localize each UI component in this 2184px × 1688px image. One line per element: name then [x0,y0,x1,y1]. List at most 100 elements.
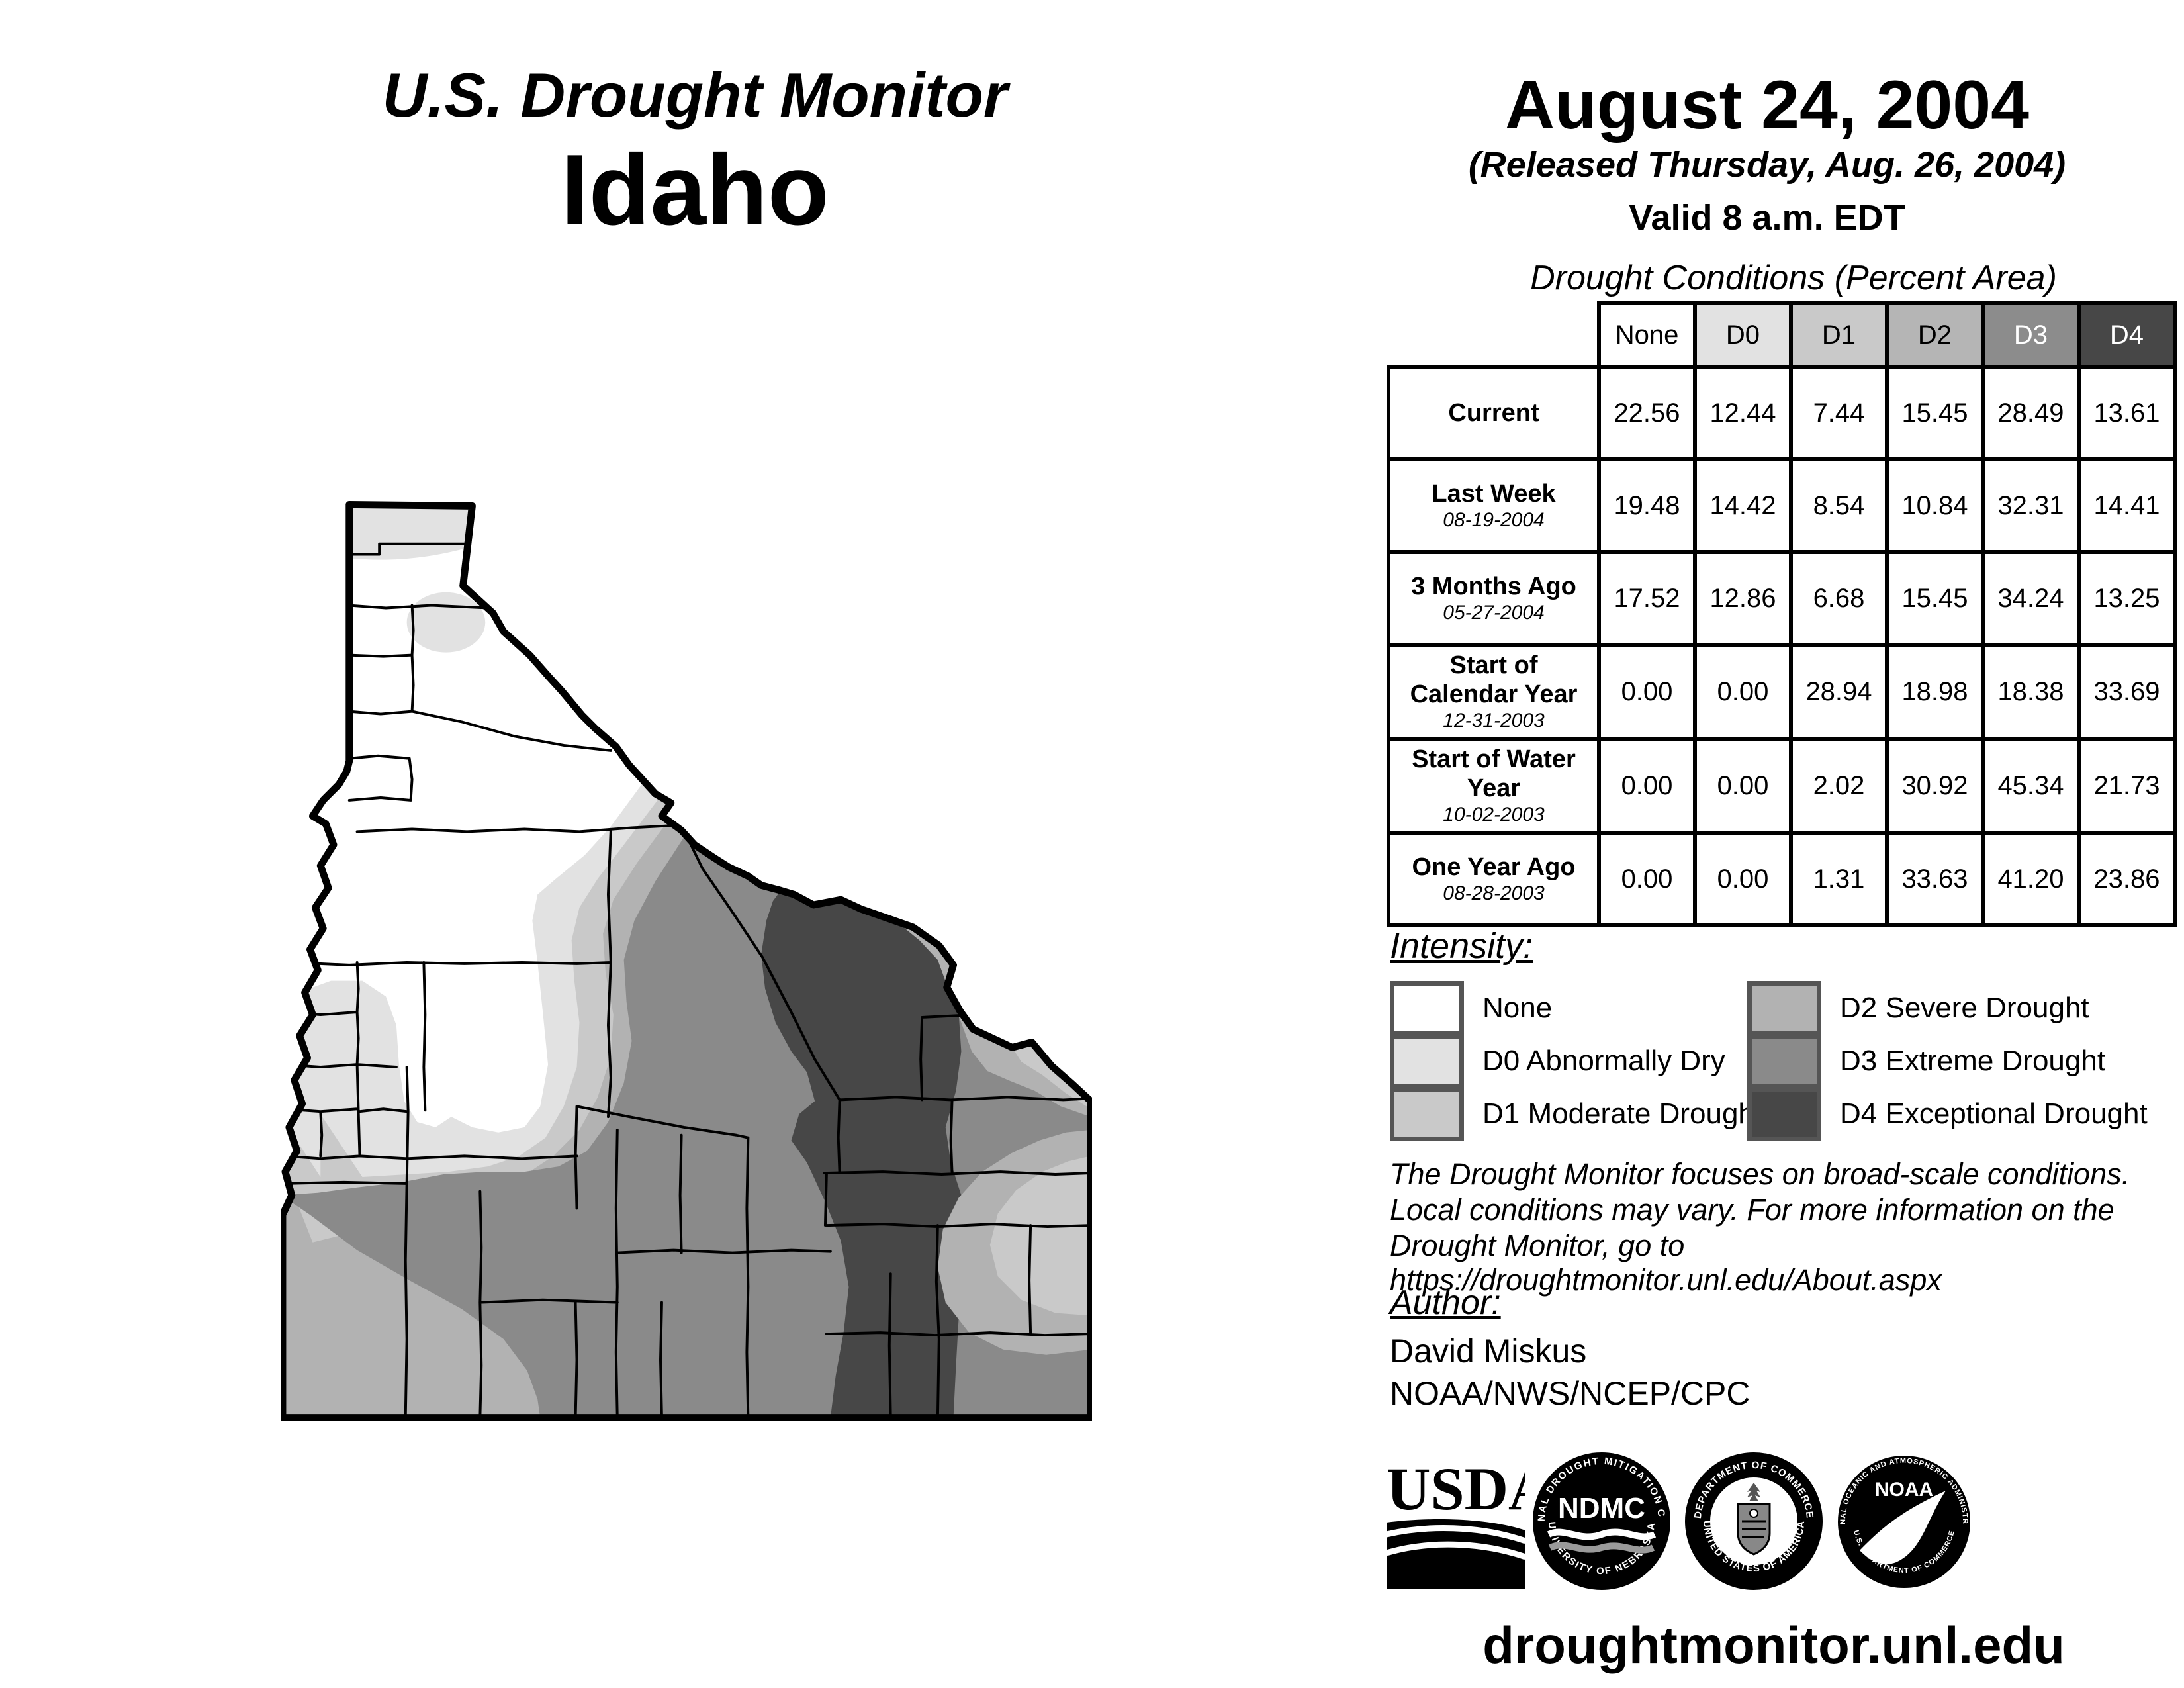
row-label: Last Week 08-19-2004 [1387,457,1601,554]
cell-value: 0.00 [1693,643,1793,741]
noaa-logo: NATIONAL OCEANIC AND ATMOSPHERIC ADMINIS… [1833,1451,1975,1593]
cell-value: 10.84 [1885,457,1985,554]
table-row: One Year Ago 08-28-2003 0.00 0.00 1.31 3… [1387,831,2177,927]
cell-value: 15.45 [1885,550,1985,647]
col-header-d1: D1 [1789,301,1889,369]
idaho-drought-map [281,305,1092,1615]
legend-swatch-d0 [1390,1034,1464,1088]
col-header-none: None [1597,301,1697,369]
cell-value: 2.02 [1789,737,1889,835]
cell-value: 33.63 [1885,831,1985,927]
commerce-eagle [1747,1483,1760,1501]
drought-conditions-table: None D0 D1 D2 D3 D4 Current 22.56 12.44 … [1387,301,2177,927]
cell-value: 0.00 [1597,737,1697,835]
col-header-d4: D4 [2077,301,2177,369]
cell-value: 34.24 [1981,550,2081,647]
page-title: U.S. Drought Monitor [382,60,1008,130]
cell-value: 41.20 [1981,831,2081,927]
row-label: One Year Ago 08-28-2003 [1387,831,1601,927]
table-header-row: None D0 D1 D2 D3 D4 [1388,301,2177,369]
author-organization: NOAA/NWS/NCEP/CPC [1390,1375,1751,1412]
row-label: Start of Calendar Year 12-31-2003 [1387,643,1601,741]
cell-value: 30.92 [1885,737,1985,835]
ndmc-circle [1533,1452,1670,1590]
website-url: droughtmonitor.unl.edu [1482,1616,2065,1674]
row-label-text: Start of Calendar Year [1410,651,1578,708]
row-label: Current [1387,365,1601,461]
cell-value: 0.00 [1693,737,1793,835]
row-label-text: Start of Water Year [1412,745,1576,802]
row-label-date: 10-02-2003 [1443,804,1545,825]
zone-d1-southeast [989,1156,1091,1316]
cell-value: 12.86 [1693,550,1793,647]
row-label-date: 08-19-2004 [1443,509,1545,531]
row-label-text: One Year Ago [1412,853,1576,881]
cell-value: 23.86 [2077,831,2177,927]
table-row: 3 Months Ago 05-27-2004 17.52 12.86 6.68… [1387,550,2177,647]
cell-value: 0.00 [1597,643,1697,741]
table-row: Start of Water Year 10-02-2003 0.00 0.00… [1387,737,2177,835]
author-heading: Author: [1390,1284,1501,1322]
cell-value: 6.68 [1789,550,1889,647]
legend-label: None [1482,992,1553,1024]
cell-value: 28.49 [1981,365,2081,461]
legend-swatch-d1 [1390,1087,1464,1141]
cell-value: 13.61 [2077,365,2177,461]
row-label-date: 05-27-2004 [1443,602,1545,624]
disclaimer-line-2: Local conditions may vary. For more info… [1390,1193,2115,1227]
ndmc-logo-text: NDMC [1558,1492,1645,1524]
row-label-text: Current [1448,399,1539,427]
usda-swoosh [1387,1519,1525,1589]
legend-swatch-none [1390,981,1464,1035]
table-corner-cell [1388,303,1599,367]
legend-label: D4 Exceptional Drought [1840,1098,2148,1130]
cell-value: 18.98 [1885,643,1985,741]
col-header-d3: D3 [1981,301,2081,369]
table-row: Current 22.56 12.44 7.44 15.45 28.49 13.… [1387,365,2177,461]
county-boundaries [282,542,1091,1418]
legend-swatch-d3 [1747,1034,1821,1088]
legend-swatch-d2 [1747,981,1821,1035]
noaa-logo-text: NOAA [1875,1479,1933,1501]
legend-title: Intensity: [1390,926,1533,966]
cell-value: 32.31 [1981,457,2081,554]
commerce-seal: DEPARTMENT OF COMMERCE UNITED STATES OF … [1681,1448,1827,1594]
zone-d0-blob [406,592,486,653]
cell-value: 33.69 [2077,643,2177,741]
cell-value: 7.44 [1789,365,1889,461]
cell-value: 22.56 [1597,365,1697,461]
col-header-d2: D2 [1885,301,1985,369]
idaho-map-svg [281,305,1092,1615]
cell-value: 13.25 [2077,550,2177,647]
cell-value: 14.41 [2077,457,2177,554]
cell-value: 45.34 [1981,737,2081,835]
cell-value: 0.00 [1693,831,1793,927]
cell-value: 1.31 [1789,831,1889,927]
row-label: Start of Water Year 10-02-2003 [1387,737,1601,835]
cell-value: 14.42 [1693,457,1793,554]
cell-value: 8.54 [1789,457,1889,554]
release-date: (Released Thursday, Aug. 26, 2004) [1468,145,2066,185]
author-name: David Miskus [1390,1333,1587,1370]
usda-logo-text: USDA [1387,1456,1525,1523]
table-caption: Drought Conditions (Percent Area) [1530,259,2057,297]
map-date: August 24, 2004 [1505,67,2029,144]
cell-value: 15.45 [1885,365,1985,461]
col-header-d0: D0 [1693,301,1793,369]
disclaimer-line-3: Drought Monitor, go to https://droughtmo… [1390,1229,1942,1297]
row-label-text: 3 Months Ago [1411,573,1576,600]
legend-label: D0 Abnormally Dry [1482,1045,1725,1077]
table-row: Last Week 08-19-2004 19.48 14.42 8.54 10… [1387,457,2177,554]
disclaimer-line-1: The Drought Monitor focuses on broad-sca… [1390,1157,2130,1191]
ndmc-logo: NATIONAL DROUGHT MITIGATION CENTER UNIVE… [1529,1448,1674,1594]
row-label-date: 12-31-2003 [1443,710,1545,731]
state-name-title: Idaho [561,134,829,246]
legend-swatch-d4 [1747,1087,1821,1141]
cell-value: 28.94 [1789,643,1889,741]
zone-none-island [400,945,466,1112]
legend-label: D1 Moderate Drought [1482,1098,1763,1130]
zone-d4 [761,890,967,1418]
usda-logo: USDA [1387,1456,1525,1589]
cell-value: 18.38 [1981,643,2081,741]
table-row: Start of Calendar Year 12-31-2003 0.00 0… [1387,643,2177,741]
